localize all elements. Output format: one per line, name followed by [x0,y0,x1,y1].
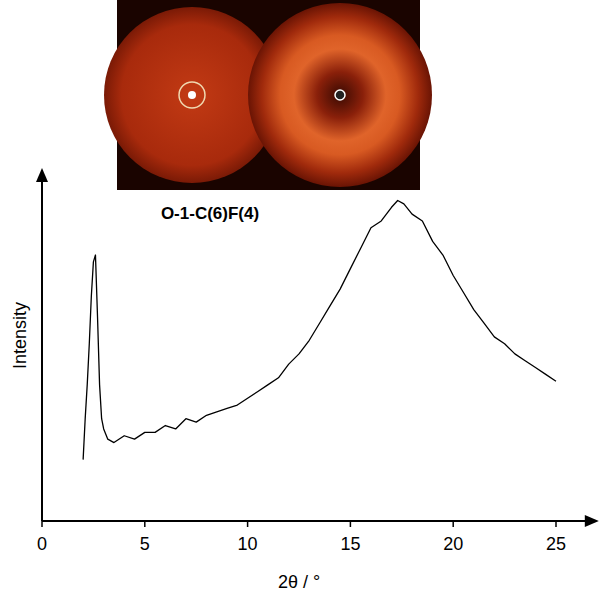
y-axis-title: Intensity [10,302,30,369]
xrd-curve [83,200,556,459]
diffraction-images [104,0,432,190]
x-tick [247,521,249,527]
y-axis-arrow [36,168,48,182]
x-tick-label: 20 [443,534,463,554]
x-tick [41,521,43,527]
x-tick [144,521,146,527]
x-tick [555,521,557,527]
x-axis [42,520,587,522]
pattern-right [248,3,432,187]
x-axis-title: 2θ / ° [278,572,320,592]
y-axis [41,180,43,521]
pattern-right-center [335,90,345,100]
x-tick-label: 25 [546,534,566,554]
chart-title: O-1-C(6)F(4) [161,204,259,223]
pattern-left-ring [179,82,205,108]
x-tick-label: 10 [238,534,258,554]
x-tick [350,521,352,527]
x-tick-label: 5 [140,534,150,554]
plot-area [83,200,556,459]
axes: 0 5 10 15 20 25 [36,168,599,554]
x-tick-label: 0 [37,534,47,554]
x-tick-label: 15 [340,534,360,554]
pattern-left-center [188,91,196,99]
x-tick [452,521,454,527]
x-axis-arrow [585,515,599,527]
